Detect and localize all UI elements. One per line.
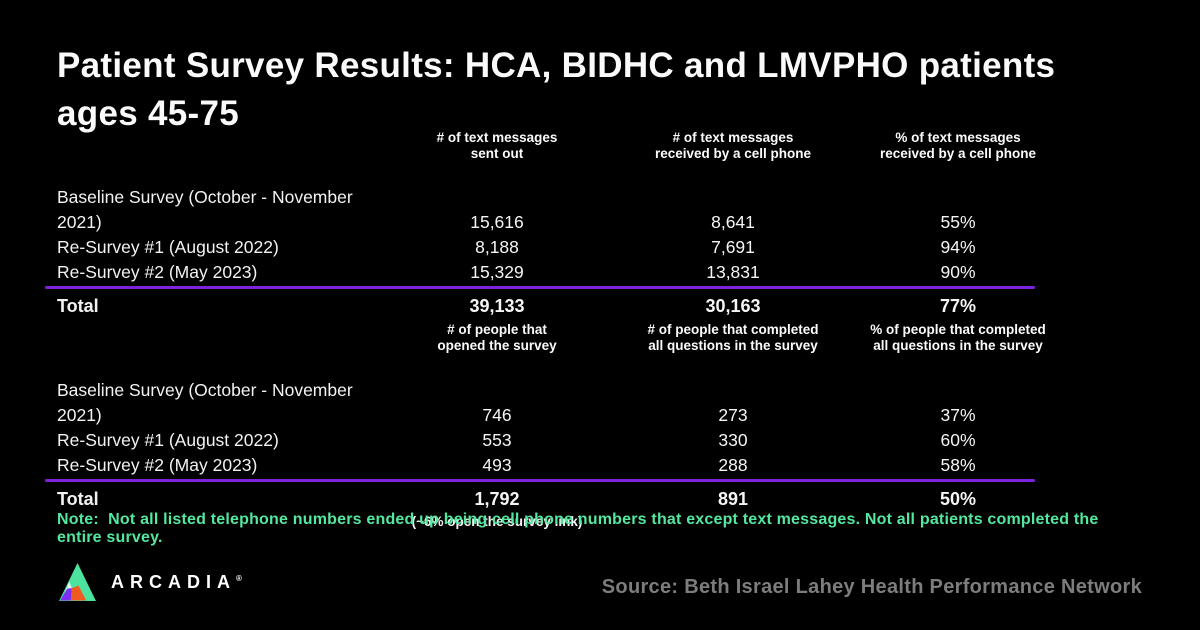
cell-received: 13,831: [706, 262, 760, 282]
arcadia-wordmark-text: ARCADIA: [111, 572, 236, 592]
row-label: Baseline Survey (October - November 2021…: [57, 187, 353, 232]
cell-percent: 94%: [940, 237, 976, 257]
cell-percent: 90%: [940, 262, 976, 282]
cell-sent: 15,616: [470, 212, 524, 232]
cell-sent: 8,188: [475, 237, 519, 257]
table-row: Re-Survey #1 (August 2022) 553 330 60%: [57, 428, 1047, 453]
table-row: Re-Survey #2 (May 2023) 493 288 58%: [57, 453, 1047, 478]
cell-percent: 58%: [940, 455, 976, 475]
cell-opened: 746: [482, 405, 512, 425]
registered-trademark-symbol: ®: [236, 574, 242, 583]
column-header-received: # of text messages received by a cell ph…: [654, 130, 812, 161]
cell-completed: 273: [718, 405, 748, 425]
cell-percent: 55%: [940, 212, 976, 232]
table-1-rows: Baseline Survey (October - November 2021…: [57, 185, 1047, 285]
total-completed: 891: [717, 489, 749, 509]
cell-percent: 37%: [940, 405, 976, 425]
cell-completed: 288: [718, 455, 748, 475]
source-attribution: Source: Beth Israel Lahey Health Perform…: [601, 576, 1142, 598]
table-1-total-row: Total 39,133 30,163 77%: [57, 293, 1047, 319]
table-survey-completion: # of people that opened the survey # of …: [45, 322, 1047, 530]
table-2-subnote-row: (~6% open the survey link): [57, 513, 1047, 530]
total-opened: 1,792: [474, 489, 520, 509]
purple-divider: [45, 479, 1035, 482]
total-label: Total: [57, 489, 99, 509]
table-row: Baseline Survey (October - November 2021…: [57, 378, 1047, 428]
cell-opened: 553: [482, 430, 512, 450]
table-row: Baseline Survey (October - November 2021…: [57, 185, 1047, 235]
table-2-rows: Baseline Survey (October - November 2021…: [57, 378, 1047, 478]
table-row: Re-Survey #1 (August 2022) 8,188 7,691 9…: [57, 235, 1047, 260]
total-sent: 39,133: [469, 296, 525, 316]
arcadia-logo: ARCADIA®: [57, 562, 242, 603]
page-title-line2: ages 45-75: [57, 94, 240, 133]
cell-opened: 493: [482, 455, 512, 475]
purple-divider: [45, 286, 1035, 289]
total-received: 30,163: [705, 296, 761, 316]
footnote: Note: Not all listed telephone numbers e…: [57, 511, 1104, 546]
column-header-opened: # of people that opened the survey: [437, 322, 557, 353]
cell-sent: 15,329: [470, 262, 524, 282]
table-2-total-row: Total 1,792 891 50%: [57, 486, 1047, 512]
table-1-header-row: # of text messages sent out # of text me…: [57, 130, 1047, 162]
column-header-completed: # of people that completed all questions…: [647, 322, 819, 353]
page-title-line1: Patient Survey Results: HCA, BIDHC and L…: [57, 46, 1056, 85]
cell-completed: 330: [718, 430, 748, 450]
row-label: Baseline Survey (October - November 2021…: [57, 380, 353, 425]
table-text-messages: # of text messages sent out # of text me…: [45, 130, 1047, 319]
table-2-header-row: # of people that opened the survey # of …: [57, 322, 1047, 354]
cell-percent: 60%: [940, 430, 976, 450]
row-label: Re-Survey #2 (May 2023): [57, 262, 258, 282]
cell-received: 7,691: [711, 237, 755, 257]
total-label: Total: [57, 296, 99, 316]
total-percent: 50%: [939, 489, 977, 509]
page-title: Patient Survey Results: HCA, BIDHC and L…: [57, 42, 1055, 138]
cell-received: 8,641: [711, 212, 755, 232]
total-percent: 77%: [939, 296, 977, 316]
column-header-sent-out: # of text messages sent out: [436, 130, 558, 161]
row-label: Re-Survey #1 (August 2022): [57, 237, 279, 257]
row-label: Re-Survey #2 (May 2023): [57, 455, 258, 475]
column-header-percent-received: % of text messages received by a cell ph…: [879, 130, 1037, 161]
column-header-percent-completed: % of people that completed all questions…: [870, 322, 1046, 353]
arcadia-wordmark: ARCADIA®: [111, 572, 242, 593]
table-row: Re-Survey #2 (May 2023) 15,329 13,831 90…: [57, 260, 1047, 285]
row-label: Re-Survey #1 (August 2022): [57, 430, 279, 450]
arcadia-triangle-icon: [57, 562, 98, 603]
open-rate-subnote: (~6% open the survey link): [411, 514, 583, 529]
